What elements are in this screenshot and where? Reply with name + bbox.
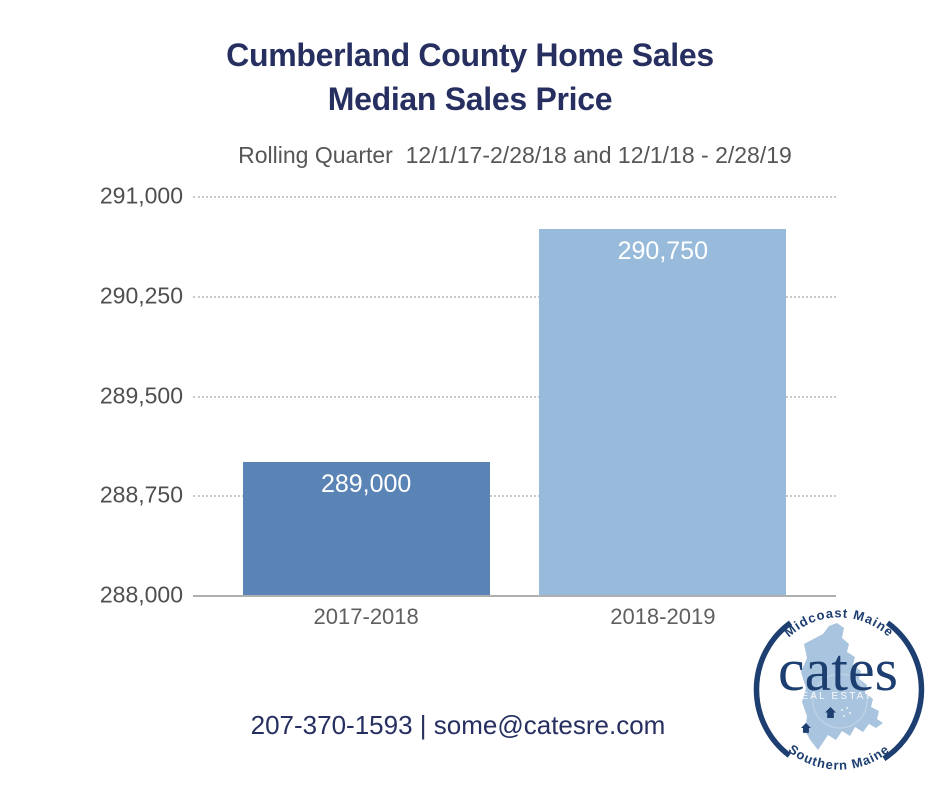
y-tick-label: 288,000 (99, 581, 183, 608)
gridline (193, 295, 836, 298)
bar-2017-2018: 289,000 (242, 462, 490, 595)
bar-2018-2019: 290,750 (539, 229, 787, 595)
gridline (193, 196, 836, 198)
cates-logo: Midcoast Maine Southern Maine cates REAL… (753, 605, 925, 773)
y-tick-label: 288,750 (99, 481, 183, 508)
logo-bottom-arc-text: Southern Maine (786, 741, 893, 772)
logo-watermark-ring (812, 673, 868, 729)
chart-subtitle: Rolling Quarter 12/1/17-2/28/18 and 12/1… (238, 142, 792, 168)
map-speck (843, 715, 845, 717)
house-icon-midcoast (825, 707, 836, 718)
logo-subbrand-text: REAL ESTATE (792, 691, 882, 702)
map-speck (841, 709, 843, 711)
gridline (193, 495, 836, 498)
y-axis-labels: 288,000 288,750 289,500 290,250 291,000 (0, 184, 183, 606)
map-speck (846, 707, 848, 709)
logo-circle-arc-left (753, 620, 793, 758)
logo-circle-arc-right (882, 620, 925, 762)
x-tick-label: 2018-2019 (610, 604, 716, 629)
bar-value-label: 289,000 (320, 470, 412, 499)
logo-brand-text: cates (778, 637, 898, 703)
plot-area: 289,000 290,750 (193, 196, 836, 597)
y-tick-label: 290,250 (99, 282, 183, 309)
maine-map-silhouette (801, 623, 883, 750)
y-tick-label: 291,000 (99, 182, 183, 209)
chart-title-line1: Cumberland County Home Sales (226, 37, 714, 73)
bar-value-label: 290,750 (617, 237, 708, 266)
x-axis-labels: 2017-2018 2018-2019 (193, 600, 836, 640)
y-tick-label: 289,500 (99, 382, 183, 408)
contact-info: 207-370-1593 | some@catesre.com (250, 710, 666, 740)
gridline (193, 395, 836, 398)
map-speck (849, 712, 851, 714)
x-tick-label: 2017-2018 (313, 604, 419, 629)
chart-title-line2: Median Sales Price (327, 81, 613, 117)
